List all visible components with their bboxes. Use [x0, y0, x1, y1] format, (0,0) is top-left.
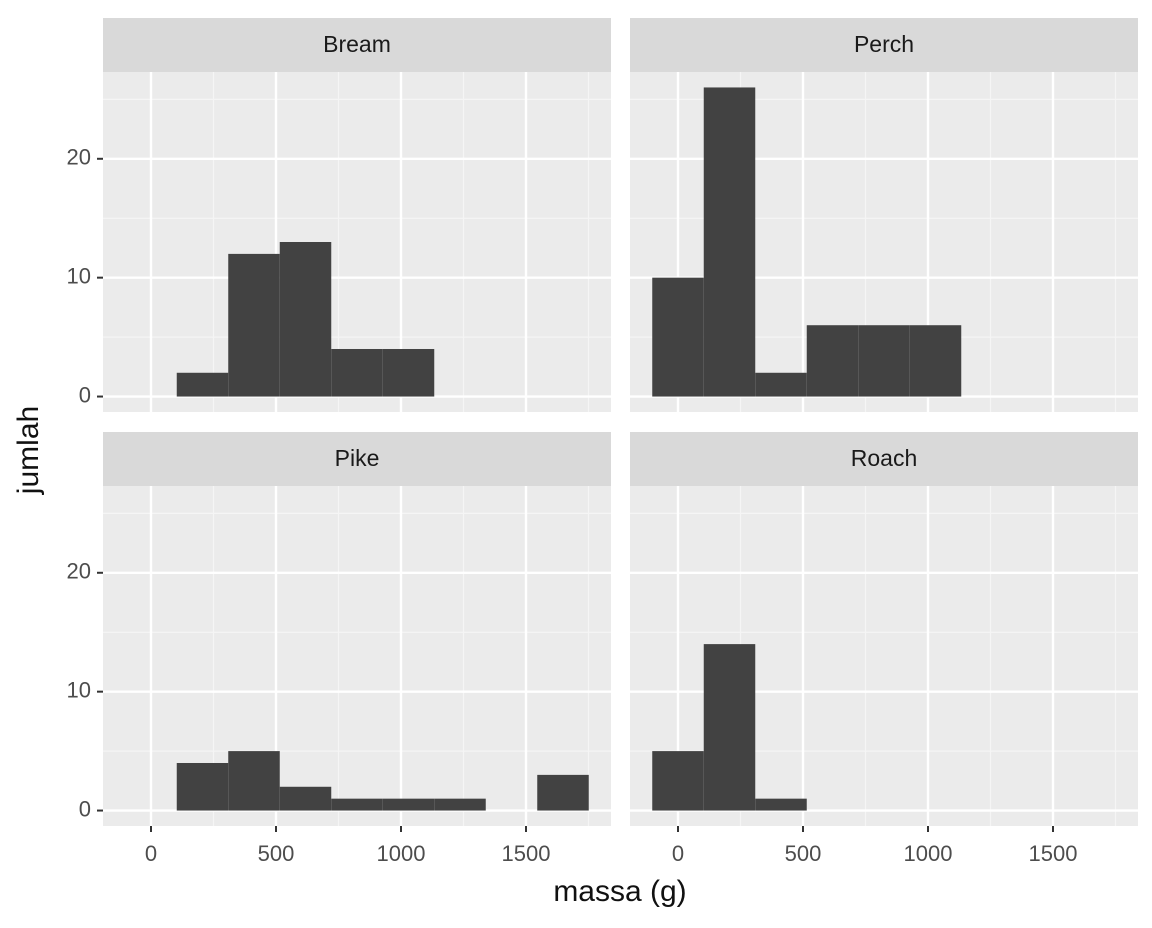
y-tick-label: 20: [67, 145, 91, 170]
x-tick-label: 1500: [502, 841, 551, 866]
bar: [382, 798, 435, 811]
bar: [176, 762, 229, 811]
strip-background: [630, 18, 1138, 72]
bar: [331, 798, 383, 811]
bar: [652, 277, 704, 397]
y-tick-label: 10: [67, 677, 91, 702]
y-tick-label: 0: [79, 382, 91, 407]
strip-background: [103, 432, 611, 486]
bar: [652, 751, 704, 811]
y-axis-title: jumlah: [12, 406, 45, 495]
strip-title: Roach: [851, 445, 917, 471]
bar: [279, 786, 332, 811]
bar: [228, 751, 280, 811]
bar: [858, 325, 910, 397]
bar: [806, 325, 859, 397]
strip-background: [103, 18, 611, 72]
bar: [279, 242, 332, 397]
x-tick-label: 1000: [377, 841, 426, 866]
bar: [755, 798, 807, 811]
bar: [382, 348, 435, 397]
bar: [755, 372, 807, 397]
bar: [331, 348, 383, 397]
y-tick-label: 10: [67, 263, 91, 288]
x-tick-label: 0: [672, 841, 684, 866]
y-tick-label: 20: [67, 559, 91, 584]
x-tick-label: 500: [258, 841, 295, 866]
bar: [434, 798, 486, 811]
bar: [228, 253, 280, 397]
x-tick-label: 1500: [1029, 841, 1078, 866]
bar: [703, 87, 756, 397]
strip-title: Bream: [323, 31, 391, 57]
bar: [909, 325, 962, 397]
x-tick-label: 1000: [904, 841, 953, 866]
strip-title: Pike: [335, 445, 380, 471]
y-tick-label: 0: [79, 796, 91, 821]
strip-title: Perch: [854, 31, 914, 57]
x-tick-label: 500: [785, 841, 822, 866]
x-axis-title: massa (g): [553, 875, 686, 908]
bar: [703, 644, 756, 811]
bar: [537, 774, 589, 811]
strip-background: [630, 432, 1138, 486]
x-tick-label: 0: [145, 841, 157, 866]
bar: [176, 372, 229, 397]
